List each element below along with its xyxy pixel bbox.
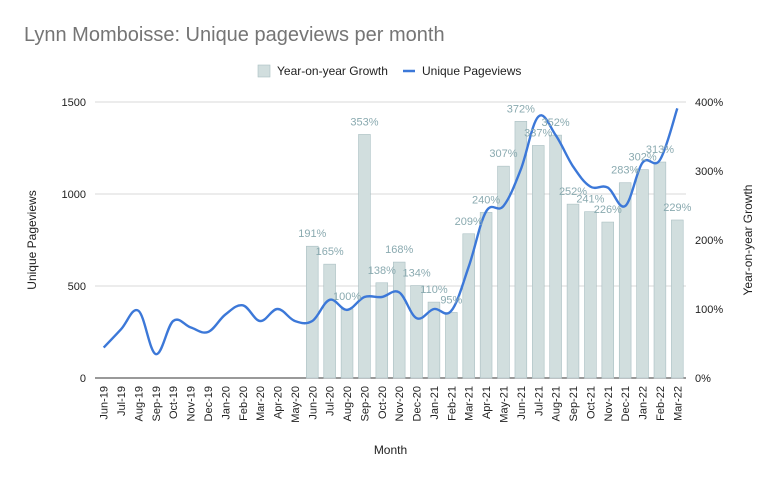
- legend-swatch-growth: [257, 64, 271, 78]
- y-tick-label: 0: [80, 373, 86, 385]
- chart-title: Lynn Momboisse: Unique pageviews per mon…: [24, 24, 445, 46]
- bar-sep-20: [358, 134, 371, 379]
- y2-tick-label: 300%: [695, 166, 723, 178]
- bar-data-label: 283%: [611, 165, 639, 177]
- x-tick-label: Jul-19: [116, 386, 128, 416]
- x-tick-label: Aug-21: [551, 386, 563, 421]
- bar-data-label: 165%: [316, 246, 344, 258]
- bar-jul-21: [532, 145, 545, 379]
- x-tick-label: Jul-21: [533, 386, 545, 416]
- x-tick-label: Feb-22: [655, 386, 667, 421]
- x-tick-label: Mar-22: [672, 386, 684, 421]
- x-tick-label: May-21: [498, 386, 510, 423]
- bar-data-label: 134%: [403, 268, 431, 280]
- y-tick-label: 1000: [62, 189, 86, 201]
- bar-data-label: 110%: [420, 284, 448, 296]
- bar-data-label: 191%: [298, 228, 326, 240]
- bar-sep-21: [566, 203, 580, 379]
- bar-aug-20: [340, 308, 354, 379]
- x-axis-title: Month: [374, 443, 407, 457]
- x-tick-label: Dec-20: [412, 386, 424, 421]
- bar-data-label: 226%: [594, 204, 622, 216]
- x-tick-label: Sep-19: [151, 386, 163, 421]
- bar-data-label: 241%: [576, 194, 604, 206]
- x-tick-label: Nov-21: [603, 386, 615, 421]
- bar-data-label: 307%: [489, 148, 517, 160]
- bar-oct-21: [584, 211, 597, 379]
- x-tick-label: Aug-20: [342, 386, 354, 421]
- x-tick-label: Dec-19: [203, 386, 215, 421]
- bar-mar-22: [671, 219, 684, 379]
- x-tick-label: Nov-20: [394, 386, 406, 421]
- bar-dec-20: [410, 285, 423, 379]
- bar-data-label: 229%: [663, 202, 691, 214]
- x-tick-label: Aug-19: [133, 386, 145, 421]
- y2-tick-label: 0%: [695, 373, 711, 385]
- x-tick-label: Jun-19: [99, 386, 111, 420]
- bar-may-21: [497, 165, 510, 379]
- x-tick-label: Oct-19: [168, 386, 180, 419]
- y2-axis-title: Year-on-year Growth: [741, 185, 755, 296]
- bar-data-label: 100%: [333, 291, 361, 303]
- y2-tick-label: 100%: [695, 304, 723, 316]
- bar-data-label: 252%: [559, 186, 587, 198]
- x-tick-label: Mar-20: [255, 386, 267, 421]
- bar-data-label: 209%: [455, 216, 483, 228]
- x-tick-label: Sep-20: [359, 386, 371, 421]
- x-tick-label: Jan-21: [429, 386, 441, 420]
- x-tick-label: Mar-21: [464, 386, 476, 421]
- bar-data-label: 372%: [507, 103, 535, 115]
- x-tick-label: Jul-20: [325, 386, 337, 416]
- bar-jun-20: [306, 245, 319, 379]
- bar-data-label: 138%: [368, 265, 396, 277]
- bar-data-label: 240%: [472, 194, 500, 206]
- bar-oct-20: [375, 282, 389, 379]
- x-tick-label: Jun-21: [516, 386, 528, 420]
- x-tick-label: Oct-21: [585, 386, 597, 419]
- x-tick-label: Feb-20: [238, 386, 250, 421]
- x-tick-label: Jan-22: [638, 386, 650, 420]
- legend-label-growth: Year-on-year Growth: [277, 64, 388, 78]
- x-tick-label: May-20: [290, 386, 302, 423]
- y2-tick-label: 400%: [695, 97, 723, 109]
- x-tick-label: Jun-20: [307, 386, 319, 420]
- bar-data-label: 95%: [440, 294, 462, 306]
- x-tick-label: Apr-21: [481, 386, 493, 419]
- bar-nov-20: [392, 261, 406, 379]
- x-tick-label: Dec-21: [620, 386, 632, 421]
- bar-mar-21: [462, 233, 475, 379]
- bar-data-label: 313%: [646, 144, 674, 156]
- bar-nov-21: [601, 221, 614, 379]
- bar-jun-21: [514, 121, 528, 379]
- bar-dec-21: [618, 182, 632, 379]
- bar-data-label: 353%: [350, 116, 378, 128]
- bar-data-label: 352%: [542, 117, 570, 129]
- bar-data-label: 302%: [628, 152, 656, 164]
- y-tick-label: 500: [68, 281, 86, 293]
- x-tick-label: Nov-19: [186, 386, 198, 421]
- x-tick-label: Jan-20: [220, 386, 232, 420]
- x-tick-label: Sep-21: [568, 386, 580, 421]
- pageviews-line: [102, 108, 679, 356]
- bar-data-label: 337%: [524, 127, 552, 139]
- x-tick-label: Oct-20: [377, 386, 389, 419]
- y-axis-title: Unique Pageviews: [25, 190, 39, 289]
- y2-tick-label: 200%: [695, 235, 723, 247]
- y-tick-label: 1500: [62, 97, 86, 109]
- legend-label-pageviews: Unique Pageviews: [422, 64, 521, 78]
- bar-feb-21: [445, 312, 458, 379]
- bar-jan-21: [427, 301, 441, 379]
- bar-jan-22: [636, 169, 649, 379]
- bar-data-label: 168%: [385, 244, 413, 256]
- bar-apr-21: [479, 212, 493, 379]
- bar-aug-21: [549, 134, 562, 379]
- bar-feb-22: [653, 161, 667, 379]
- x-tick-label: Feb-21: [446, 386, 458, 421]
- bar-jul-20: [323, 263, 336, 379]
- x-tick-label: Apr-20: [273, 386, 285, 419]
